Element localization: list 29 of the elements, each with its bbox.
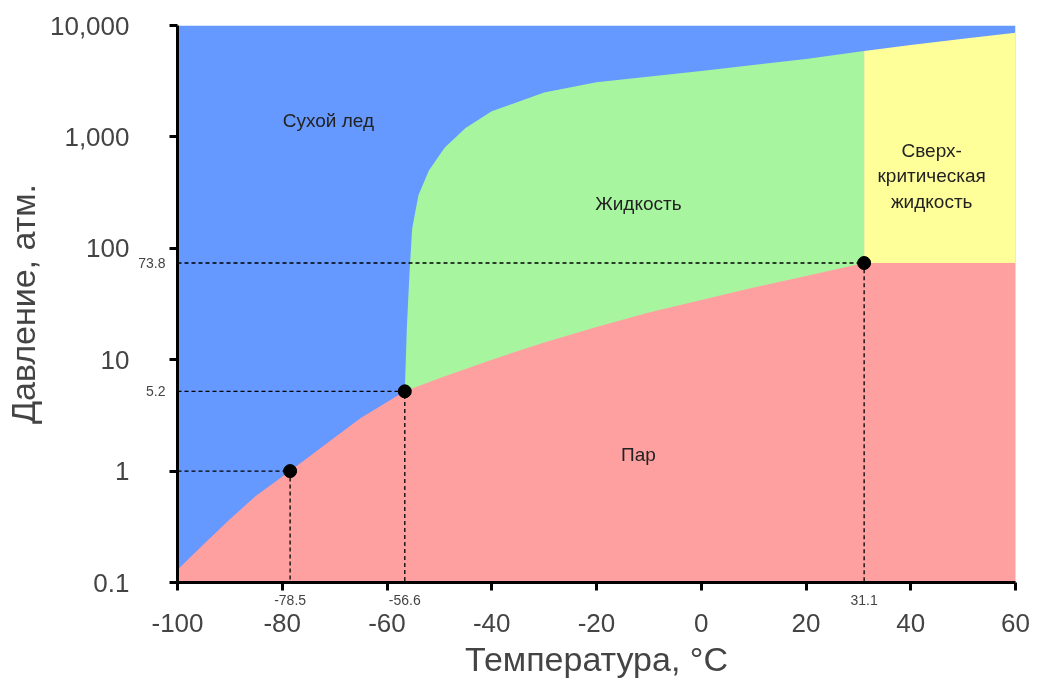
annotation: -56.6 <box>388 591 421 608</box>
annotation: 5.2 <box>146 383 166 400</box>
x-tick-label: -100 <box>151 607 204 638</box>
x-axis-title: Температура, °C <box>465 639 728 678</box>
point <box>857 256 872 270</box>
annotation: -78.5 <box>274 591 307 608</box>
annotation: Сухой лед <box>282 109 374 131</box>
point <box>283 464 298 479</box>
x-tick-label: 20 <box>791 607 821 638</box>
y-tick-label: 10 <box>100 344 130 375</box>
y-axis-title: Давление, атм. <box>3 183 42 425</box>
x-tick-label: -40 <box>472 607 511 638</box>
y-tick-label: 10,000 <box>49 10 130 41</box>
y-tick-label: 100 <box>86 233 130 264</box>
x-tick-label: -80 <box>263 607 302 638</box>
annotation: Сверх- критическая жидкость <box>877 140 986 212</box>
y-tick-label: 0.1 <box>93 567 130 598</box>
x-tick-label: -60 <box>368 607 406 638</box>
point <box>397 384 412 399</box>
x-tick-label: 60 <box>1001 607 1030 638</box>
annotation: Пар <box>621 443 656 465</box>
x-tick-label: 40 <box>896 607 926 638</box>
x-tick-label: -20 <box>577 607 616 638</box>
annotation: 73.8 <box>138 255 166 271</box>
x-tick-label: 0 <box>694 607 709 638</box>
y-tick-label: 1,000 <box>64 121 130 152</box>
y-tick-label: 1 <box>115 456 130 487</box>
annotation: Жидкость <box>595 193 682 215</box>
annotation: 31.1 <box>850 591 878 608</box>
